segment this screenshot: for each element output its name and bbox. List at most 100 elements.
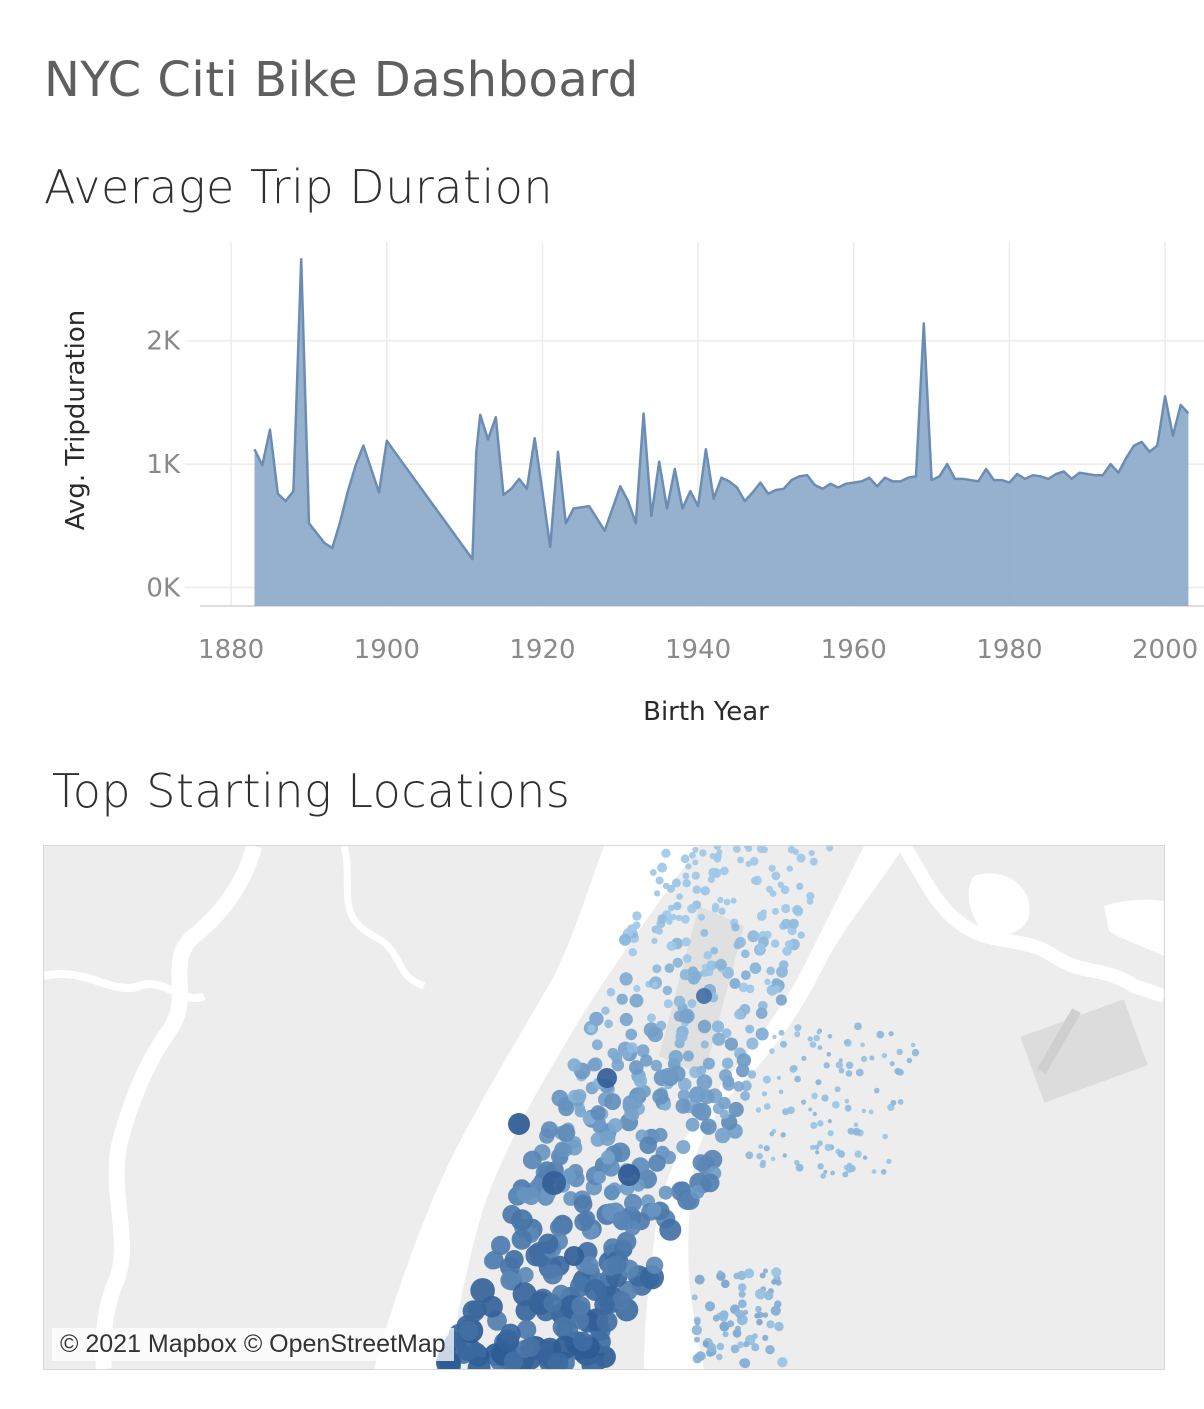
station-dot[interactable] xyxy=(720,866,729,876)
station-dot[interactable] xyxy=(624,1193,642,1212)
station-dot[interactable] xyxy=(704,1301,716,1312)
station-dot[interactable] xyxy=(845,1070,853,1077)
station-dot[interactable] xyxy=(716,1353,723,1361)
station-dot[interactable] xyxy=(713,852,722,861)
station-dot[interactable] xyxy=(882,1133,888,1140)
station-dot[interactable] xyxy=(647,1013,656,1023)
station-dot[interactable] xyxy=(815,1150,820,1155)
station-dot[interactable] xyxy=(838,1067,845,1074)
station-dot[interactable] xyxy=(745,1151,754,1160)
station-dot[interactable] xyxy=(862,1155,868,1160)
station-dot[interactable] xyxy=(700,1040,709,1049)
station-dot[interactable] xyxy=(655,927,663,935)
station-dot[interactable] xyxy=(889,1061,895,1067)
station-dot[interactable] xyxy=(700,1118,717,1135)
station-dot[interactable] xyxy=(706,960,717,971)
station-dot[interactable] xyxy=(761,846,768,854)
station-dot[interactable] xyxy=(766,1320,775,1329)
station-dot[interactable] xyxy=(771,871,781,881)
station-dot[interactable] xyxy=(764,978,771,985)
station-dot[interactable] xyxy=(745,846,753,852)
station-dot[interactable] xyxy=(816,1030,821,1035)
station-dot[interactable] xyxy=(777,1357,788,1368)
station-dot[interactable] xyxy=(692,846,699,853)
station-dot[interactable] xyxy=(511,1209,533,1232)
station-dot[interactable] xyxy=(647,1026,663,1043)
station-dot[interactable] xyxy=(715,958,727,971)
station-dot[interactable] xyxy=(661,848,671,858)
station-dot[interactable] xyxy=(574,1106,587,1118)
station-dot[interactable] xyxy=(810,1122,818,1129)
station-dot[interactable] xyxy=(517,1267,534,1283)
station-dot[interactable] xyxy=(808,850,815,857)
station-dot[interactable] xyxy=(591,1039,603,1051)
station-dot[interactable] xyxy=(573,1331,593,1352)
station-dot[interactable] xyxy=(607,1047,619,1059)
station-dot[interactable] xyxy=(847,1127,855,1135)
station-dot[interactable] xyxy=(728,1101,744,1118)
station-dot[interactable] xyxy=(784,940,793,949)
station-dot[interactable] xyxy=(702,1340,709,1348)
station-dot[interactable] xyxy=(599,1130,616,1146)
station-dot[interactable] xyxy=(648,1154,666,1172)
station-dot[interactable] xyxy=(763,1268,768,1274)
station-dot[interactable] xyxy=(692,885,702,894)
station-dot[interactable] xyxy=(834,1086,841,1093)
station-dot[interactable] xyxy=(676,914,683,922)
station-dot[interactable] xyxy=(676,1140,691,1154)
station-dot[interactable] xyxy=(771,978,782,988)
station-dot[interactable] xyxy=(743,1341,750,1348)
station-dot[interactable] xyxy=(722,1331,729,1338)
station-dot[interactable] xyxy=(813,1034,820,1042)
station-dot[interactable] xyxy=(675,1030,688,1043)
station-dot[interactable] xyxy=(636,1044,650,1058)
station-dot[interactable] xyxy=(587,1024,596,1033)
station-dot[interactable] xyxy=(713,846,722,850)
station-dot[interactable] xyxy=(712,1314,720,1322)
station-dot[interactable] xyxy=(814,1144,820,1150)
station-dot[interactable] xyxy=(835,1061,843,1069)
station-dot[interactable] xyxy=(706,1343,717,1353)
station-dot[interactable] xyxy=(647,1203,662,1218)
station-dot[interactable] xyxy=(491,1235,511,1256)
station-dot[interactable] xyxy=(574,1212,593,1232)
station-dot[interactable] xyxy=(855,1068,864,1077)
station-dot[interactable] xyxy=(691,1324,702,1336)
station-dot[interactable] xyxy=(734,1325,741,1332)
station-dot[interactable] xyxy=(815,1079,822,1086)
station-dot[interactable] xyxy=(682,872,690,880)
station-dot[interactable] xyxy=(690,1184,705,1199)
station-dot[interactable] xyxy=(794,1031,801,1038)
station-dot[interactable] xyxy=(780,1040,787,1048)
station-dot[interactable] xyxy=(890,1099,897,1106)
station-dot[interactable] xyxy=(503,1351,524,1370)
station-dot[interactable] xyxy=(756,911,767,921)
station-dot[interactable] xyxy=(619,1012,633,1027)
station-dot[interactable] xyxy=(508,1113,530,1135)
station-dot[interactable] xyxy=(871,1169,877,1174)
station-dot[interactable] xyxy=(778,1029,785,1036)
station-dot[interactable] xyxy=(762,1312,769,1318)
station-dot[interactable] xyxy=(860,1042,865,1048)
station-dot[interactable] xyxy=(809,1144,816,1150)
station-dot[interactable] xyxy=(662,985,673,996)
station-dot[interactable] xyxy=(601,1006,610,1015)
station-dot[interactable] xyxy=(842,1171,849,1178)
station-dot[interactable] xyxy=(763,1145,770,1152)
station-dot[interactable] xyxy=(739,1358,748,1367)
station-dot[interactable] xyxy=(868,1109,874,1115)
station-dot[interactable] xyxy=(831,1100,840,1109)
station-dot[interactable] xyxy=(699,849,707,857)
station-dot[interactable] xyxy=(781,918,792,929)
station-dot[interactable] xyxy=(888,1031,894,1037)
station-dot[interactable] xyxy=(820,1173,827,1179)
station-dot[interactable] xyxy=(659,1218,682,1241)
station-dot[interactable] xyxy=(786,865,793,872)
station-dot[interactable] xyxy=(768,864,776,872)
station-dot[interactable] xyxy=(765,1345,775,1355)
station-dot[interactable] xyxy=(652,964,662,974)
station-dot[interactable] xyxy=(604,1019,613,1029)
station-dot[interactable] xyxy=(640,1054,653,1067)
station-dot[interactable] xyxy=(854,1022,862,1031)
station-dot[interactable] xyxy=(817,1163,824,1170)
